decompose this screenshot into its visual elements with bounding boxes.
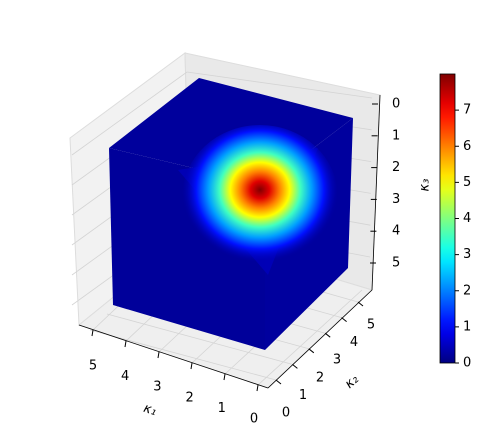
x-tick-label: 3: [153, 380, 161, 395]
y-tick-label: 4: [350, 335, 358, 350]
y-tick: [275, 379, 282, 385]
y-tick: [341, 317, 347, 322]
colorbar-tick-label: 6: [463, 139, 471, 154]
z-tick-label: 5: [392, 256, 400, 271]
y-tick: [324, 332, 331, 338]
colorbar-tick-label: 1: [463, 319, 471, 334]
x-tick: [157, 351, 160, 359]
colorbar-tick-label: 7: [463, 103, 471, 118]
colorbar-tick-label: 0: [463, 356, 471, 371]
x-tick: [190, 362, 193, 370]
x-tick: [223, 373, 226, 381]
colorbar-tick-label: 2: [463, 283, 471, 298]
y-tick-label: 5: [367, 318, 375, 333]
z-tick-label: 0: [392, 97, 400, 112]
x-tick-label: 4: [121, 369, 129, 384]
colorbar-tick-label: 4: [463, 211, 471, 226]
z-tick-label: 3: [392, 192, 400, 207]
y-axis-line: [267, 289, 373, 389]
cube: [109, 78, 353, 350]
grid-line: [186, 71, 373, 99]
grid-line: [89, 329, 277, 381]
y-tick-label: 0: [282, 406, 290, 421]
grid-line: [71, 71, 188, 156]
grid-line: [257, 289, 363, 386]
y-tick: [292, 364, 298, 369]
x-tick: [91, 329, 94, 337]
colorbar-tick-label: 5: [463, 175, 471, 190]
z-axis-line: [371, 94, 381, 291]
z-tick-label: 4: [392, 224, 400, 239]
colorbar-tick-label: 3: [463, 247, 471, 262]
x-axis-label: κ₁: [142, 401, 159, 419]
z-tick-label: 1: [392, 128, 400, 143]
z-axis-label: κ₃: [418, 179, 433, 192]
colorbar: [439, 73, 456, 364]
grid-line: [106, 313, 293, 365]
z-tick-label: 2: [392, 160, 400, 175]
y-tick: [308, 348, 315, 354]
y-axis-label: κ₂: [342, 372, 362, 392]
x-tick-label: 1: [218, 401, 226, 416]
y-tick-label: 1: [299, 388, 307, 403]
x-tick-label: 0: [250, 412, 258, 427]
hotspot: [182, 125, 338, 269]
x-tick: [124, 340, 127, 348]
x-tick: [256, 384, 259, 392]
y-tick-label: 3: [333, 353, 341, 368]
y-tick-label: 2: [316, 370, 324, 385]
x-axis-line: [78, 324, 269, 389]
x-tick-label: 2: [185, 390, 193, 405]
x-tick-label: 5: [89, 359, 97, 374]
y-tick: [357, 301, 364, 307]
